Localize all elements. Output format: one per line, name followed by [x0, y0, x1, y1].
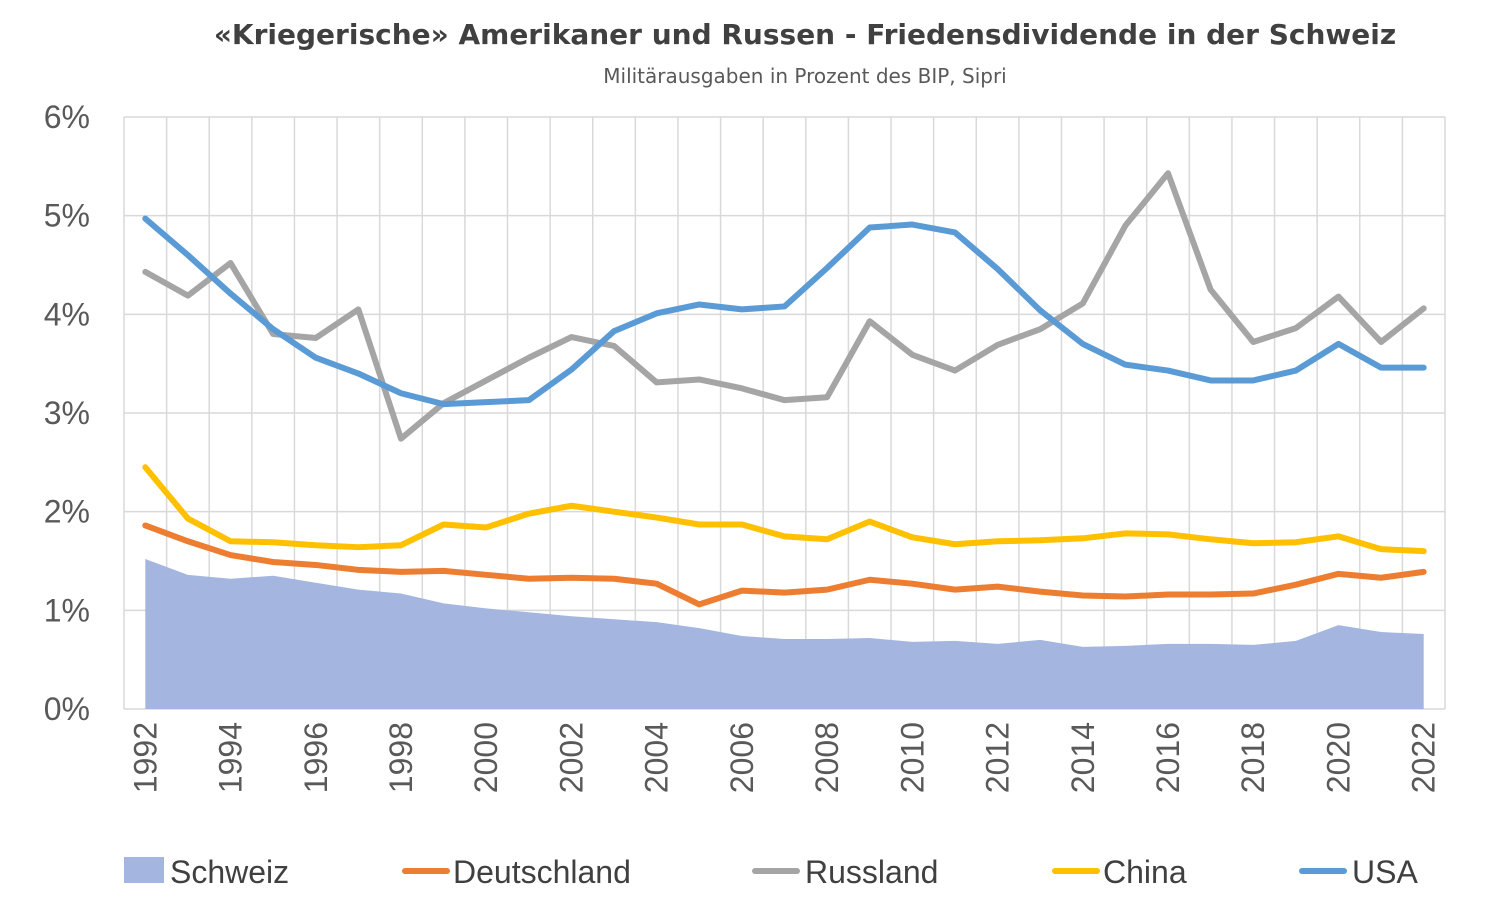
grid-layer	[123, 116, 1446, 710]
legend-label-schweiz: Schweiz	[170, 854, 289, 890]
x-axis-ticks: 1992 1994 1996 1998 2000 2002 2004 2006 2008 2010…	[127, 722, 1441, 793]
x-tick-label: 2008	[809, 722, 845, 793]
legend-label-russland: Russland	[805, 854, 938, 890]
x-tick-label: 1996	[298, 722, 334, 793]
y-axis-ticks: 0% 1% 2% 3% 4% 5% 6%	[44, 99, 90, 727]
y-tick-label: 0%	[44, 691, 90, 727]
x-tick-label: 2012	[980, 722, 1016, 793]
line-layer	[142, 170, 1427, 608]
x-tick-label: 1998	[383, 722, 419, 793]
y-tick-label: 3%	[44, 395, 90, 431]
x-tick-label: 2014	[1065, 722, 1101, 793]
y-tick-label: 2%	[44, 494, 90, 530]
legend: Schweiz Deutschland Russland China USA	[124, 854, 1418, 890]
legend-label-china: China	[1103, 854, 1187, 890]
series-line-russland	[142, 170, 1427, 442]
x-tick-label: 1994	[213, 722, 249, 793]
area-layer	[145, 559, 1424, 709]
y-tick-label: 1%	[44, 592, 90, 628]
x-tick-label: 2020	[1320, 722, 1356, 793]
x-tick-label: 2000	[468, 722, 504, 793]
y-tick-label: 5%	[44, 198, 90, 234]
x-tick-label: 2002	[553, 722, 589, 793]
legend-label-usa: USA	[1352, 854, 1418, 890]
x-tick-label: 2016	[1150, 722, 1186, 793]
series-area-schweiz	[145, 559, 1424, 709]
x-tick-label: 2018	[1235, 722, 1271, 793]
x-tick-label: 2004	[639, 722, 675, 793]
y-tick-label: 4%	[44, 296, 90, 332]
chart-subtitle: Militärausgaben in Prozent des BIP, Sipr…	[603, 64, 1007, 88]
x-tick-label: 2022	[1406, 722, 1442, 793]
series-line-china	[142, 464, 1427, 555]
legend-swatch-schweiz	[124, 857, 164, 883]
series-line-usa	[142, 215, 1427, 408]
legend-label-deutschland: Deutschland	[453, 854, 631, 890]
chart-title: «Kriegerische» Amerikaner und Russen - F…	[213, 18, 1397, 51]
x-tick-label: 2010	[894, 722, 930, 793]
x-tick-label: 1992	[127, 722, 163, 793]
x-tick-label: 2006	[724, 722, 760, 793]
y-tick-label: 6%	[44, 99, 90, 135]
series-line-deutschland	[142, 522, 1427, 608]
